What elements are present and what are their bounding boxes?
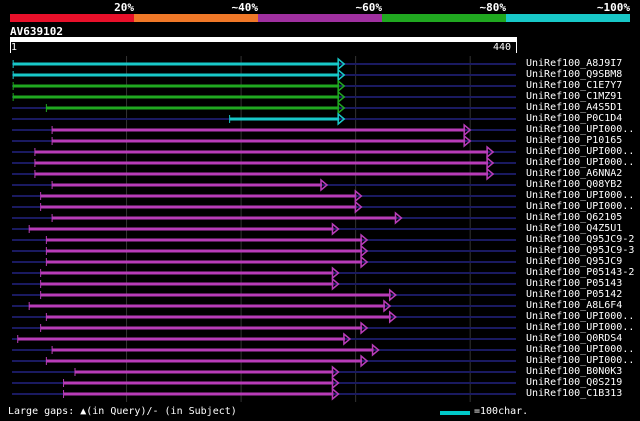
scale-segment-3: [258, 14, 382, 22]
hit-arrow: [331, 376, 340, 390]
hit-arrow: [360, 255, 369, 269]
hit-label[interactable]: UniRef100_Q4Z5U1: [526, 223, 623, 234]
hit-label[interactable]: UniRef100_UPI000..: [526, 146, 635, 157]
hit-label[interactable]: UniRef100_UPI000..: [526, 124, 635, 135]
hit-label[interactable]: UniRef100_Q08YB2: [526, 179, 623, 190]
scale-segment-1: [10, 14, 134, 22]
hit-label[interactable]: UniRef100_A8J9I7: [526, 58, 623, 69]
query-name: AV639102: [10, 25, 63, 38]
hit-label[interactable]: UniRef100_P05143-2: [526, 267, 635, 278]
hit-arrow: [463, 134, 472, 148]
scale-segment-4: [382, 14, 506, 22]
hit-arrow: [354, 200, 363, 214]
ruler-start-tick: [10, 42, 11, 53]
hit-label[interactable]: UniRef100_C1MZ91: [526, 91, 623, 102]
hit-arrow: [337, 79, 346, 93]
hit-label[interactable]: UniRef100_Q0S219: [526, 377, 623, 388]
scale-segment-5: [506, 14, 630, 22]
hit-arrow: [394, 211, 403, 225]
hit-label[interactable]: UniRef100_UPI000..: [526, 344, 635, 355]
hit-arrow: [371, 343, 380, 357]
query-bar: [10, 37, 517, 42]
hit-label[interactable]: UniRef100_P10165: [526, 135, 623, 146]
hit-arrow: [337, 68, 346, 82]
hit-label[interactable]: UniRef100_Q0RDS4: [526, 333, 623, 344]
scale-label-40: ~40%: [231, 1, 259, 14]
hit-arrow: [486, 145, 495, 159]
hit-arrow: [331, 365, 340, 379]
hit-label[interactable]: UniRef100_UPI000..: [526, 157, 635, 168]
hit-arrow: [331, 222, 340, 236]
scale-label-60: ~60%: [355, 1, 383, 14]
hit-arrow: [463, 123, 472, 137]
hit-label[interactable]: UniRef100_Q95JC9-2: [526, 234, 635, 245]
scale-label-20: 20%: [114, 1, 134, 14]
hit-arrow: [337, 101, 346, 115]
hit-arrow: [486, 167, 495, 181]
hit-arrow: [343, 332, 352, 346]
hit-arrow: [360, 354, 369, 368]
ruler-start-label: 1: [11, 42, 18, 53]
hit-label[interactable]: UniRef100_C1E7Y7: [526, 80, 623, 91]
hit-arrow: [354, 189, 363, 203]
hit-label[interactable]: UniRef100_P05143: [526, 278, 623, 289]
scale-segment-2: [134, 14, 258, 22]
hit-label[interactable]: UniRef100_C1B313: [526, 388, 623, 399]
hit-arrow: [388, 288, 397, 302]
ruler-end-label: 440: [493, 42, 512, 53]
hit-label[interactable]: UniRef100_B0N0K3: [526, 366, 623, 377]
hit-label[interactable]: UniRef100_UPI000..: [526, 190, 635, 201]
gaps-legend: Large gaps: ▲(in Query)/- (in Subject): [8, 406, 237, 417]
legend-scale-label: =100char.: [474, 406, 529, 417]
score-color-scale: [10, 14, 630, 22]
hit-arrow: [331, 277, 340, 291]
hit-label[interactable]: UniRef100_Q62105: [526, 212, 623, 223]
hit-arrow: [383, 299, 392, 313]
hit-label[interactable]: UniRef100_UPI000..: [526, 322, 635, 333]
hit-label[interactable]: UniRef100_UPI000..: [526, 311, 635, 322]
hit-label[interactable]: UniRef100_Q9SBM8: [526, 69, 623, 80]
hit-arrow: [360, 321, 369, 335]
hit-arrow: [486, 156, 495, 170]
hit-label[interactable]: UniRef100_UPI000..: [526, 355, 635, 366]
legend-scale-bar: [440, 411, 470, 415]
hit-arrow: [337, 112, 346, 126]
scale-percent-labels: 20% ~40% ~60% ~80% ~100%: [0, 0, 640, 14]
hit-arrow: [337, 90, 346, 104]
hit-label[interactable]: UniRef100_P0C1D4: [526, 113, 623, 124]
hit-label[interactable]: UniRef100_UPI000..: [526, 201, 635, 212]
ruler-end-tick: [516, 42, 517, 53]
hit-arrow: [331, 266, 340, 280]
scale-label-100: ~100%: [596, 1, 630, 14]
hit-arrow: [331, 387, 340, 401]
hit-label[interactable]: UniRef100_Q95JC9: [526, 256, 623, 267]
hit-arrow: [360, 244, 369, 258]
hit-label[interactable]: UniRef100_Q95JC9-3: [526, 245, 635, 256]
hit-label[interactable]: UniRef100_A4S5D1: [526, 102, 623, 113]
hit-label[interactable]: UniRef100_A6NNA2: [526, 168, 623, 179]
hit-label[interactable]: UniRef100_A8L6F4: [526, 300, 623, 311]
hit-arrow: [388, 310, 397, 324]
hit-arrow: [320, 178, 329, 192]
hit-arrow: [360, 233, 369, 247]
hit-label[interactable]: UniRef100_P05142: [526, 289, 623, 300]
scale-label-80: ~80%: [479, 1, 507, 14]
hit-arrow: [337, 57, 346, 71]
